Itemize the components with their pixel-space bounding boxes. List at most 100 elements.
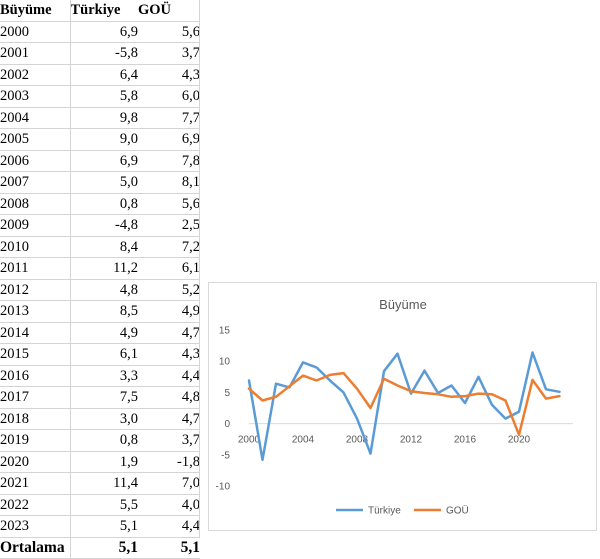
table-row: 2022 5,5 4,0: [0, 494, 200, 516]
year-cell[interactable]: 2011: [0, 257, 71, 280]
year-cell[interactable]: 2006: [0, 150, 71, 172]
turkiye-cell[interactable]: 3,3: [70, 365, 138, 387]
turkiye-cell[interactable]: 5,8: [70, 85, 138, 108]
turkiye-cell[interactable]: 4,9: [70, 322, 138, 344]
year-cell[interactable]: 2009: [0, 214, 71, 237]
gou-cell[interactable]: 4,3: [138, 64, 200, 86]
year-cell[interactable]: 2016: [0, 365, 71, 387]
turkiye-cell[interactable]: 9,0: [70, 128, 138, 151]
growth-chart[interactable]: Büyüme 15 10 5 0 -5 -10 2000 2004 2008 2012 2016 202…: [208, 282, 597, 531]
x-tick-label: 2000: [238, 435, 261, 446]
turkiye-cell[interactable]: 11,4: [70, 472, 138, 495]
turkiye-cell[interactable]: 6,1: [70, 343, 138, 366]
gou-cell[interactable]: 7,2: [138, 236, 200, 258]
gou-cell[interactable]: 6,0: [138, 85, 200, 108]
turkiye-cell[interactable]: 5,1: [70, 515, 138, 538]
turkiye-cell[interactable]: -5,8: [70, 42, 138, 65]
table-row: 2008 0,8 5,6: [0, 193, 200, 215]
turkiye-cell[interactable]: 9,8: [70, 107, 138, 129]
y-tick-label: -10: [216, 482, 231, 493]
year-cell[interactable]: 2010: [0, 236, 71, 258]
gou-cell[interactable]: 5,6: [138, 193, 200, 215]
gou-cell[interactable]: 7,7: [138, 107, 200, 129]
year-cell[interactable]: 2014: [0, 322, 71, 344]
year-cell[interactable]: 2005: [0, 128, 71, 151]
turkiye-cell[interactable]: 5,0: [70, 171, 138, 194]
table-row: 2000 6,9 5,6: [0, 21, 200, 43]
year-cell[interactable]: 2019: [0, 429, 71, 452]
year-cell[interactable]: 2004: [0, 107, 71, 129]
year-cell[interactable]: 2000: [0, 21, 71, 43]
table-row: 2014 4,9 4,7: [0, 322, 200, 344]
gou-cell[interactable]: 4,3: [138, 343, 200, 366]
year-cell[interactable]: 2012: [0, 279, 71, 301]
year-cell[interactable]: 2022: [0, 494, 71, 516]
gou-cell[interactable]: 7,0: [138, 472, 200, 495]
year-cell[interactable]: 2003: [0, 85, 71, 108]
year-cell[interactable]: 2015: [0, 343, 71, 366]
y-tick-label: 15: [219, 326, 231, 337]
year-cell[interactable]: 2013: [0, 300, 71, 323]
gou-cell[interactable]: 7,8: [138, 150, 200, 172]
gou-cell[interactable]: 5,6: [138, 21, 200, 43]
data-table-container: Büyüme Türkiye GOÜ 2000 6,9 5,6 2001 -5,8 3,7…: [0, 0, 200, 559]
turkiye-cell[interactable]: 7,5: [70, 386, 138, 409]
turkiye-cell[interactable]: 0,8: [70, 193, 138, 215]
gou-cell[interactable]: 4,7: [138, 322, 200, 344]
gou-cell[interactable]: 4,8: [138, 386, 200, 409]
year-cell[interactable]: 2018: [0, 408, 71, 430]
year-cell[interactable]: 2021: [0, 472, 71, 495]
year-cell[interactable]: 2001: [0, 42, 71, 65]
average-turkiye[interactable]: 5,1: [70, 537, 138, 559]
table-row: 2018 3,0 4,7: [0, 408, 200, 430]
header-turkiye[interactable]: Türkiye: [70, 0, 138, 22]
year-cell[interactable]: 2008: [0, 193, 71, 215]
average-gou[interactable]: 5,1: [138, 537, 200, 559]
x-tick-label: 2020: [508, 435, 531, 446]
turkiye-cell[interactable]: 8,5: [70, 300, 138, 323]
turkiye-cell[interactable]: 3,0: [70, 408, 138, 430]
year-cell[interactable]: 2023: [0, 515, 71, 538]
gou-cell[interactable]: 5,2: [138, 279, 200, 301]
gou-cell[interactable]: 4,9: [138, 300, 200, 323]
gou-cell[interactable]: 8,1: [138, 171, 200, 194]
x-tick-label: 2016: [454, 435, 477, 446]
average-row: Ortalama 5,1 5,1: [0, 537, 200, 559]
legend-label: Türkiye: [368, 506, 401, 517]
gou-cell[interactable]: 4,4: [138, 515, 200, 538]
header-gou[interactable]: GOÜ: [138, 0, 200, 22]
turkiye-cell[interactable]: 6,4: [70, 64, 138, 86]
gou-cell[interactable]: 2,5: [138, 214, 200, 237]
gou-cell[interactable]: 4,4: [138, 365, 200, 387]
turkiye-cell[interactable]: 4,8: [70, 279, 138, 301]
table-row: 2006 6,9 7,8: [0, 150, 200, 172]
header-buyume[interactable]: Büyüme: [0, 0, 71, 22]
gou-cell[interactable]: 3,7: [138, 429, 200, 452]
gou-cell[interactable]: 6,9: [138, 128, 200, 151]
gou-cell[interactable]: -1,8: [138, 451, 200, 473]
turkiye-cell[interactable]: 1,9: [70, 451, 138, 473]
chart-canvas: Büyüme 15 10 5 0 -5 -10 2000 2004 2008 2012 2016 202…: [216, 297, 573, 517]
legend-label: GOÜ: [446, 505, 469, 517]
gou-cell[interactable]: 6,1: [138, 257, 200, 280]
turkiye-cell[interactable]: 5,5: [70, 494, 138, 516]
turkiye-cell[interactable]: 6,9: [70, 150, 138, 172]
gou-cell[interactable]: 4,7: [138, 408, 200, 430]
turkiye-cell[interactable]: 8,4: [70, 236, 138, 258]
year-cell[interactable]: 2017: [0, 386, 71, 409]
chart-title: Büyüme: [379, 297, 427, 312]
table-row: 2010 8,4 7,2: [0, 236, 200, 258]
table-row: 2021 11,4 7,0: [0, 472, 200, 495]
gou-cell[interactable]: 3,7: [138, 42, 200, 65]
average-label[interactable]: Ortalama: [0, 537, 71, 559]
gou-cell[interactable]: 4,0: [138, 494, 200, 516]
table-row: 2011 11,2 6,1: [0, 257, 200, 280]
turkiye-cell[interactable]: 6,9: [70, 21, 138, 43]
turkiye-cell[interactable]: 11,2: [70, 257, 138, 280]
year-cell[interactable]: 2020: [0, 451, 71, 473]
turkiye-cell[interactable]: 0,8: [70, 429, 138, 452]
year-cell[interactable]: 2002: [0, 64, 71, 86]
year-cell[interactable]: 2007: [0, 171, 71, 194]
series-line-turkiye: [247, 351, 561, 462]
turkiye-cell[interactable]: -4,8: [70, 214, 138, 237]
